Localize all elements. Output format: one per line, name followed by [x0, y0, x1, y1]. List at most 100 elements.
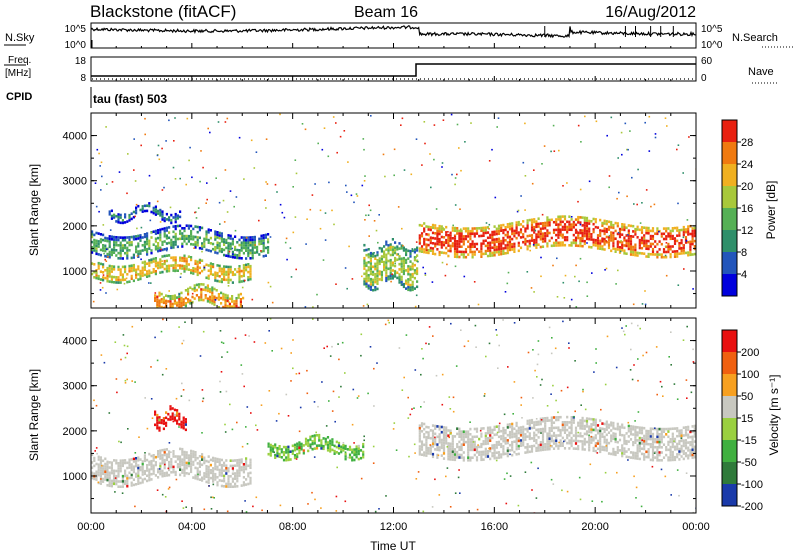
- heatmap-cell: [654, 232, 656, 235]
- heatmap-speckle: [325, 239, 327, 241]
- heatmap-cell: [146, 232, 148, 235]
- heatmap-cell: [170, 257, 172, 260]
- heatmap-speckle: [336, 152, 338, 154]
- heatmap-cell: [385, 280, 387, 283]
- heatmap-cell: [249, 273, 251, 276]
- heatmap-cell: [249, 278, 251, 281]
- heatmap-cell: [676, 443, 678, 446]
- heatmap-cell: [208, 231, 210, 234]
- heatmap-speckle: [151, 232, 153, 234]
- heatmap-speckle: [221, 342, 223, 344]
- heatmap-cell: [461, 443, 463, 446]
- heatmap-cell: [604, 240, 606, 243]
- heatmap-cell: [154, 297, 156, 300]
- heatmap-cell: [219, 464, 221, 467]
- heatmap-cell: [445, 242, 447, 245]
- heatmap-cell: [100, 462, 102, 465]
- heatmap-cell: [186, 456, 188, 459]
- heatmap-cell: [243, 269, 245, 272]
- heatmap-cell: [159, 258, 161, 261]
- heatmap-cell: [663, 248, 665, 251]
- heatmap-cell: [238, 296, 240, 299]
- heatmap-cell: [148, 272, 150, 275]
- heatmap-cell: [175, 221, 177, 224]
- heatmap-cell: [544, 237, 546, 240]
- heatmap-cell: [540, 441, 542, 444]
- heatmap-cell: [387, 260, 389, 263]
- heatmap-speckle: [208, 485, 210, 487]
- heatmap-cell: [124, 265, 126, 268]
- heatmap-cell: [365, 264, 367, 267]
- heatmap-cell: [612, 224, 614, 227]
- heatmap-cell: [421, 248, 423, 251]
- heatmap-cell: [178, 413, 180, 416]
- heatmap-cell: [597, 245, 599, 248]
- heatmap-cell: [672, 230, 674, 233]
- heatmap-cell: [469, 243, 471, 246]
- heatmap-cell: [398, 281, 400, 284]
- heatmap-speckle: [296, 173, 298, 175]
- heatmap-cell: [652, 435, 654, 438]
- heatmap-cell: [443, 439, 445, 442]
- heatmap-speckle: [181, 500, 183, 502]
- heatmap-cell: [166, 254, 168, 257]
- heatmap-cell: [566, 429, 568, 432]
- heatmap-cell: [329, 442, 331, 445]
- heatmap-cell: [109, 474, 111, 477]
- heatmap-cell: [320, 447, 322, 450]
- heatmap-speckle: [241, 364, 243, 366]
- heatmap-cell: [540, 428, 542, 431]
- heatmap-cell: [172, 244, 174, 247]
- heatmap-cell: [496, 425, 498, 428]
- heatmap-speckle: [348, 246, 350, 248]
- heatmap-cell: [146, 275, 148, 278]
- heatmap-cell: [351, 456, 353, 459]
- heatmap-cell: [157, 453, 159, 456]
- heatmap-speckle: [306, 370, 308, 372]
- heatmap-cell: [202, 283, 204, 286]
- heatmap-cell: [385, 264, 387, 267]
- heatmap-cell: [158, 427, 160, 430]
- heatmap-cell: [474, 245, 476, 248]
- heatmap-cell: [159, 261, 161, 264]
- heatmap-cell: [632, 441, 634, 444]
- heatmap-cell: [126, 249, 128, 252]
- heatmap-speckle: [563, 282, 565, 284]
- heatmap-speckle: [232, 429, 234, 431]
- heatmap-cell: [205, 238, 207, 241]
- heatmap-speckle: [101, 176, 103, 178]
- heatmap-cell: [98, 456, 100, 459]
- heatmap-cell: [546, 432, 548, 435]
- heatmap-cell: [685, 231, 687, 234]
- heatmap-cell: [601, 237, 603, 240]
- heatmap-cell: [234, 248, 236, 251]
- heatmap-cell: [529, 427, 531, 430]
- heatmap-cell: [535, 421, 537, 424]
- heatmap-cell: [122, 465, 124, 468]
- heatmap-cell: [137, 480, 139, 483]
- heatmap-cell: [176, 422, 178, 425]
- heatmap-cell: [621, 228, 623, 231]
- heatmap-speckle: [112, 181, 114, 183]
- heatmap-cell: [432, 453, 434, 456]
- heatmap-cell: [454, 435, 456, 438]
- heatmap-cell: [529, 432, 531, 435]
- heatmap-cell: [154, 299, 156, 302]
- heatmap-cell: [331, 443, 333, 446]
- heatmap-cell: [452, 453, 454, 456]
- heatmap-cell: [476, 232, 478, 235]
- heatmap-speckle: [183, 340, 185, 342]
- heatmap-speckle: [496, 460, 498, 462]
- heatmap-cell: [177, 217, 179, 220]
- heatmap-cell: [126, 281, 128, 284]
- heatmap-cell: [111, 265, 113, 268]
- heatmap-speckle: [504, 414, 506, 416]
- heatmap-speckle: [119, 171, 121, 173]
- heatmap-cell: [102, 473, 104, 476]
- heatmap-cell: [128, 265, 130, 268]
- heatmap-cell: [507, 226, 509, 229]
- heatmap-cell: [183, 417, 185, 420]
- heatmap-cell: [139, 252, 141, 255]
- heatmap-cell: [376, 269, 378, 272]
- heatmap-cell: [681, 445, 683, 448]
